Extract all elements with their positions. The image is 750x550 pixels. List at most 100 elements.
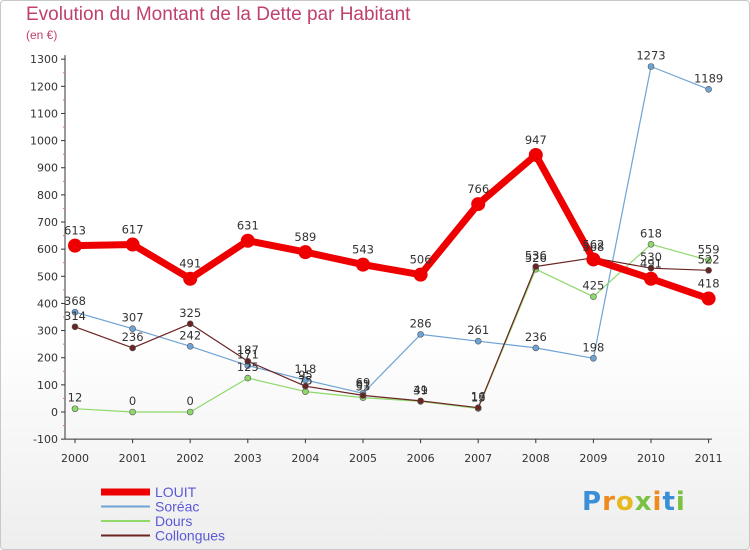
data-point-louit [125, 237, 140, 252]
y-tick-label: 1100 [30, 107, 58, 120]
data-label-louit: 418 [698, 277, 720, 291]
data-point-dours [590, 293, 597, 300]
data-label-dours: 526 [525, 251, 547, 265]
y-tick-label: 600 [37, 243, 58, 256]
data-label-soreac: 69 [356, 375, 371, 389]
x-tick-label: 2009 [579, 452, 607, 465]
axes: -100010020030040050060070080090010001100… [30, 53, 723, 465]
y-tick-label: 800 [37, 189, 58, 202]
data-point-soreac [590, 354, 597, 362]
data-label-collongues: 325 [179, 306, 201, 320]
data-point-soreac [474, 337, 482, 345]
data-label-collongues: 568 [582, 240, 604, 254]
data-label-dours: 53 [356, 380, 371, 394]
data-label-dours: 425 [582, 279, 604, 293]
data-label-louit: 491 [179, 257, 201, 271]
data-point-soreac [705, 86, 712, 93]
data-label-louit: 543 [352, 243, 374, 257]
series-line-soreac [74, 65, 710, 394]
data-label-soreac: 242 [179, 328, 201, 342]
data-point-soreac [186, 343, 194, 350]
data-point-dours [705, 256, 712, 264]
y-tick-label: -100 [33, 433, 58, 446]
data-label-louit: 589 [294, 230, 316, 244]
y-tick-label: 100 [37, 379, 58, 392]
data-point-louit [240, 233, 255, 248]
y-tick-label: 0 [51, 406, 58, 419]
data-point-louit [471, 197, 486, 212]
x-tick-label: 2004 [291, 452, 319, 465]
data-point-soreac [417, 331, 424, 338]
series-line-dours [74, 243, 710, 413]
data-point-soreac [71, 308, 79, 316]
data-point-collongues [417, 397, 424, 405]
data-label-collongues: 187 [237, 343, 259, 357]
y-tick-label: 1000 [30, 135, 58, 148]
y-tick-label: 1200 [30, 80, 58, 93]
data-point-louit [68, 238, 82, 253]
data-label-collongues: 536 [525, 249, 547, 263]
chart-title: Evolution du Montant de la Dette par Hab… [26, 4, 411, 25]
data-point-dours [186, 408, 194, 416]
data-label-soreac: 261 [467, 323, 489, 337]
y-tick-label: 300 [37, 325, 58, 338]
data-point-soreac [647, 63, 655, 70]
x-tick-label: 2005 [349, 452, 377, 465]
data-label-collongues: 522 [698, 252, 720, 266]
data-point-dours [129, 408, 136, 416]
data-point-louit [356, 257, 370, 272]
data-label-dours: 0 [129, 394, 136, 408]
y-tick-label: 400 [37, 297, 58, 310]
data-label-collongues: 61 [356, 377, 371, 391]
data-label-collongues: 16 [471, 390, 486, 404]
legend-label-soreac: Soréac [155, 499, 199, 515]
plot-area [68, 63, 716, 416]
data-label-soreac: 307 [122, 311, 144, 325]
data-point-louit [586, 252, 601, 267]
data-point-dours [244, 374, 252, 382]
x-tick-label: 2000 [61, 452, 89, 465]
data-label-louit: 491 [640, 257, 662, 271]
data-label-louit: 631 [237, 219, 259, 233]
data-label-dours: 13 [471, 390, 486, 404]
data-label-soreac: 368 [64, 294, 86, 308]
data-point-dours [302, 388, 309, 395]
data-label-soreac: 236 [525, 330, 547, 344]
data-point-louit [644, 271, 658, 286]
data-label-soreac: 118 [294, 362, 316, 376]
data-label-collongues: 95 [298, 368, 313, 382]
data-point-dours [71, 405, 79, 413]
data-label-louit: 766 [467, 182, 489, 196]
data-label-dours: 75 [298, 374, 313, 388]
data-label-dours: 559 [698, 242, 720, 256]
data-label-dours: 12 [68, 391, 83, 405]
data-label-soreac: 198 [582, 340, 604, 354]
data-label-soreac: 286 [410, 316, 432, 330]
data-label-louit: 562 [582, 237, 604, 251]
data-label-dours: 618 [640, 226, 662, 240]
data-point-collongues [71, 323, 79, 331]
data-point-soreac [129, 325, 136, 332]
series-line-collongues [74, 257, 710, 409]
data-point-collongues [474, 404, 482, 411]
data-point-louit [701, 291, 716, 306]
x-tick-label: 2002 [176, 452, 204, 465]
series-line-louit [71, 151, 713, 303]
y-tick-label: 900 [37, 162, 58, 175]
data-label-louit: 617 [122, 223, 144, 237]
y-tick-label: 700 [37, 216, 58, 229]
data-point-louit [528, 147, 543, 162]
data-point-collongues [532, 263, 540, 270]
x-tick-label: 2007 [464, 452, 492, 465]
x-tick-label: 2003 [234, 452, 262, 465]
data-label-collongues: 236 [122, 330, 144, 344]
legend-label-dours: Dours [155, 513, 192, 529]
data-label-louit: 947 [525, 133, 547, 147]
data-point-dours [647, 240, 655, 248]
legend-label-collongues: Collongues [155, 528, 225, 544]
data-point-soreac [532, 344, 540, 352]
data-label-collongues: 41 [413, 383, 428, 397]
data-point-collongues [647, 264, 655, 272]
legend-label-louit: LOUIT [155, 484, 197, 500]
